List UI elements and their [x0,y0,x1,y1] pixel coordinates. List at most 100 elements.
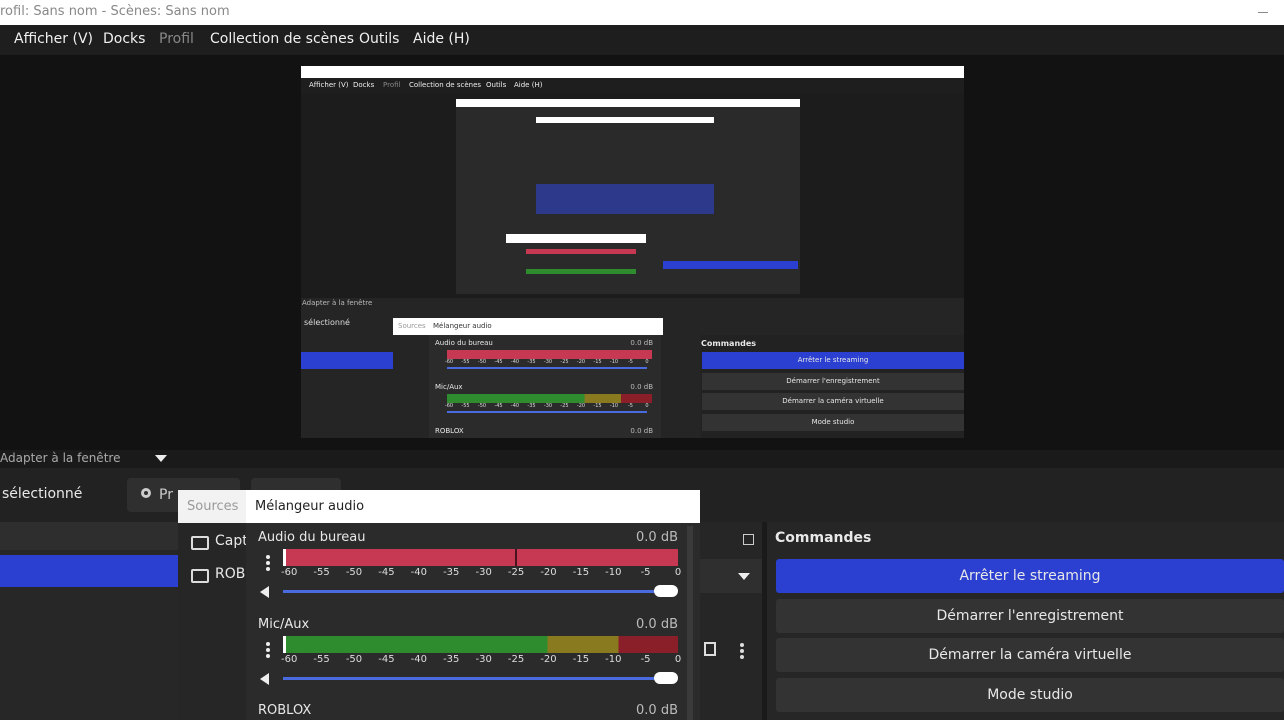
properties-label: Pr [159,487,173,503]
nested-deeper-title [456,99,800,107]
nested-selected: sélectionné [304,318,350,327]
dropdown-arrow[interactable] [155,455,167,462]
channel-menu[interactable] [266,641,270,646]
preview-area: Afficher (V) Docks Profil Collection de scè… [0,55,1284,450]
meter-scale-label: -25 [507,567,525,578]
nested-channel-name: ROBLOX [435,427,464,435]
scrollbar[interactable] [687,526,693,720]
nested-scale-label: -45 [494,403,503,409]
meter-scale-label: -40 [410,653,427,665]
dropdown[interactable] [700,559,762,593]
meter-scale-label: -15 [572,567,590,578]
meter-scale-label: -40 [410,567,427,578]
meter-scale-label: -35 [443,653,460,665]
nested-command-button: Arrêter le streaming [702,352,964,369]
menu-item[interactable]: Outils [359,31,400,47]
scenes-dock [0,522,178,720]
meter-scale-label: -30 [475,567,492,578]
nested-channel-level: 0.0 dB [630,383,653,391]
nested-deeper-window [536,117,714,123]
nested-deeper-meter [526,269,636,274]
nested-sources-tab: Sources [398,322,426,330]
nested-command-label: Démarrer la caméra virtuelle [782,397,884,405]
source-icon [191,569,209,583]
minimize-button[interactable] [1258,12,1268,13]
volume-slider[interactable] [283,590,665,593]
nested-meter [447,394,652,403]
command-label: Démarrer l'enregistrement [936,607,1124,624]
command-label: Mode studio [987,686,1073,703]
meter-scale-label: -10 [605,567,622,578]
menu-item[interactable]: Afficher (V) [14,31,94,47]
sources-tab-label: Sources [187,499,239,514]
nested-scale-label: -40 [510,359,520,365]
menu-item[interactable]: Profil [159,31,194,47]
command-button[interactable]: Arrêter le streaming [776,559,1284,593]
nested-title-bar [301,66,964,78]
volume-knob[interactable] [654,671,678,684]
volume-knob[interactable] [654,585,678,597]
channel-menu[interactable] [266,555,270,559]
nested-menu-item: Aide (H) [514,81,543,89]
menu-item[interactable]: Docks [103,31,146,47]
meter-scale-label: -5 [640,567,651,578]
nested-zoom: Adapter à la fenêtre [302,299,373,307]
command-button[interactable]: Démarrer la caméra virtuelle [776,638,1284,672]
meter-scale-label: -20 [540,653,557,665]
trash-icon[interactable] [704,642,716,656]
channel-name: ROBLOX [258,703,312,718]
more-icon[interactable] [740,643,744,647]
source-item[interactable]: ROBL [215,566,254,582]
meter-scale-label: -45 [378,653,395,665]
scene-item-selected[interactable] [0,555,178,587]
nested-scale-label: -15 [593,403,602,409]
speaker-icon[interactable] [260,586,269,598]
command-button[interactable]: Démarrer l'enregistrement [776,598,1284,633]
menu-item[interactable]: Aide (H) [413,31,470,47]
commands-dock: Commandes Arrêter le streaming Démarrer l… [767,522,1284,720]
nested-scale-label: -5 [628,403,633,409]
audio-mixer: Mélangeur audio Audio du bureau 0.0 dB -60… [246,490,700,720]
meter-scale-label: -25 [507,653,525,665]
speaker-icon[interactable] [260,672,269,685]
channel-name: Mic/Aux [258,616,310,632]
volume-slider[interactable] [283,676,665,680]
sources-dock: Sources Capt ROBL [178,490,253,720]
nested-slider [447,411,647,413]
nested-channel-level: 0.0 dB [630,427,653,435]
nested-deeper-panel [536,184,714,214]
nested-scale-label: -20 [576,359,586,365]
nested-scale-label: -25 [560,403,569,409]
zoom-bar: Adapter à la fenêtre [0,450,1284,468]
float-icon[interactable] [743,534,754,545]
nested-channel-name: Audio du bureau [435,339,493,347]
meter-scale-label: 0 [674,653,682,665]
meter-scale-label: -30 [475,653,492,665]
source-controls [700,522,762,720]
nested-menu-item: Afficher (V) [309,81,349,89]
meter-scale-label: -35 [443,567,460,578]
zoom-dropdown[interactable]: Adapter à la fenêtre [0,451,121,465]
nested-command-label: Démarrer l'enregistrement [786,376,880,385]
meter-scale-label: -5 [640,653,651,665]
source-item[interactable]: Capt [215,533,248,549]
command-label: Démarrer la caméra virtuelle [928,647,1132,663]
sources-tab[interactable]: Sources [178,490,246,523]
nested-scale-label: -50 [477,359,487,365]
command-button[interactable]: Mode studio [776,677,1284,712]
nested-scene-selected [301,352,393,369]
meter-scale-label: -50 [345,567,363,578]
nested-command-button: Démarrer l'enregistrement [702,372,964,390]
nested-command-label: Mode studio [811,417,855,426]
window-title: rofil: Sans nom - Scènes: Sans nom [0,4,230,19]
menu-item[interactable]: Collection de scènes [210,31,355,47]
nested-scale-label: -30 [543,403,553,409]
nested-deeper-tab [506,234,646,243]
meter-scale-label: -60 [281,567,298,578]
nested-channel-level: 0.0 dB [630,339,653,347]
meter-scale-label: -60 [281,653,298,665]
nested-scale-label: 0 [645,359,649,365]
mixer-tab[interactable]: Mélangeur audio [246,490,700,523]
nested-scale-label: -40 [510,403,520,409]
